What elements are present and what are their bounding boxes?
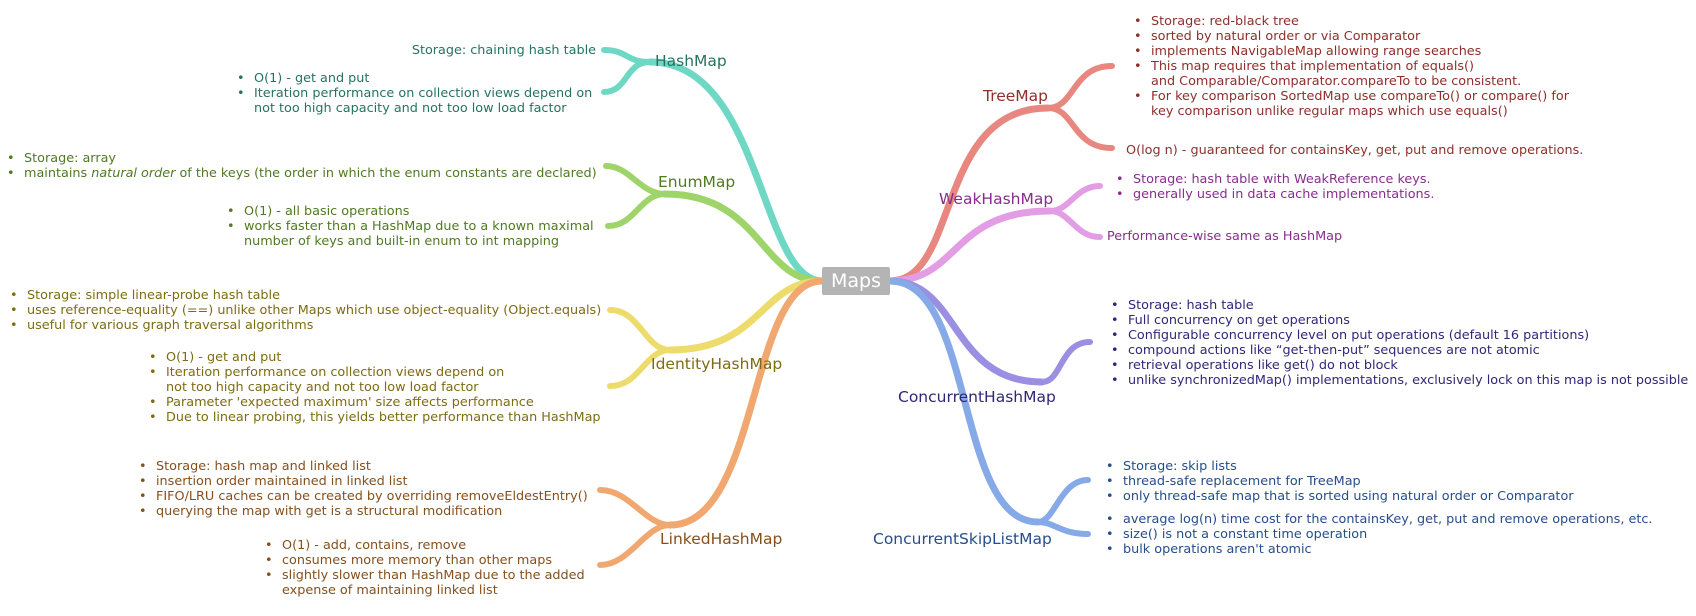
connector-weakhashmap-sub <box>1047 183 1103 214</box>
connector-treemap-sub <box>1045 63 1115 111</box>
weak-features-list: Storage: hash table with WeakReference k… <box>1116 172 1434 202</box>
list-item: thread-safe replacement for TreeMap <box>1106 474 1574 489</box>
node-linkedhashmap[interactable]: LinkedHashMap <box>660 530 783 548</box>
connector-weakhashmap <box>886 207 1054 285</box>
connector-enummap-sub <box>603 163 668 197</box>
connector-linkedhashmap <box>666 277 826 529</box>
list-item: works faster than a HashMap due to a kno… <box>227 219 594 249</box>
list-item: generally used in data cache implementat… <box>1116 187 1434 202</box>
list-item: unlike synchronizedMap() implementations… <box>1111 373 1688 388</box>
connector-enummap-sub <box>605 191 668 229</box>
treemap-features-list: Storage: red-black tree sorted by natura… <box>1134 14 1569 119</box>
list-item: O(1) - get and put <box>237 71 592 86</box>
skiplist-performance-list: average log(n) time cost for the contain… <box>1106 512 1652 557</box>
list-item: Parameter 'expected maximum' size affect… <box>149 395 601 410</box>
connector-linkedhashmap-sub <box>597 487 673 528</box>
enummap-storage-list: Storage: array maintains natural order o… <box>7 151 597 181</box>
linked-storage-list: Storage: hash map and linked list insert… <box>139 459 588 519</box>
list-item: size() is not a constant time operation <box>1106 527 1652 542</box>
node-enummap[interactable]: EnumMap <box>658 173 736 191</box>
list-item: compound actions like “get-then-put” seq… <box>1111 343 1688 358</box>
node-treemap[interactable]: TreeMap <box>983 87 1049 105</box>
connector-enummap <box>661 190 826 285</box>
connector-hashmap <box>646 58 826 285</box>
list-item: implements NavigableMap allowing range s… <box>1134 44 1569 59</box>
list-item: Storage: red-black tree <box>1134 14 1569 29</box>
list-item: For key comparison SortedMap use compare… <box>1134 89 1569 119</box>
list-item: only thread-safe map that is sorted usin… <box>1106 489 1574 504</box>
linked-performance-list: O(1) - add, contains, remove consumes mo… <box>265 538 585 598</box>
list-item: O(1) - all basic operations <box>227 204 594 219</box>
list-item: This map requires that implementation of… <box>1134 59 1569 89</box>
treemap-performance-text: O(log n) - guaranteed for containsKey, g… <box>1126 143 1584 158</box>
connector-concurrentskiplistmap-sub <box>1035 519 1091 537</box>
list-item: O(1) - add, contains, remove <box>265 538 585 553</box>
list-item: querying the map with get is a structura… <box>139 504 588 519</box>
connector-concurrenthashmap <box>886 277 1046 386</box>
connector-identityhashmap-sub <box>607 347 673 389</box>
hashmap-performance-list: O(1) - get and put Iteration performance… <box>237 71 592 116</box>
list-item: Storage: array <box>7 151 597 166</box>
connector-weakhashmap-sub <box>1047 208 1103 240</box>
connector-concurrentskiplistmap <box>886 277 1042 526</box>
list-item: Storage: hash table <box>1111 298 1688 313</box>
list-item: Storage: skip lists <box>1106 459 1574 474</box>
list-item: average log(n) time cost for the contain… <box>1106 512 1652 527</box>
connector-linkedhashmap-sub <box>597 522 673 568</box>
concurrent-features-list: Storage: hash table Full concurrency on … <box>1111 298 1688 388</box>
enummap-performance-list: O(1) - all basic operations works faster… <box>227 204 594 249</box>
connector-treemap-sub <box>1045 105 1115 151</box>
list-item: Iteration performance on collection view… <box>237 86 592 116</box>
list-item: consumes more memory than other maps <box>265 553 585 568</box>
list-item: uses reference-equality (==) unlike othe… <box>10 303 601 318</box>
list-item: Storage: hash table with WeakReference k… <box>1116 172 1434 187</box>
list-item: FIFO/LRU caches can be created by overri… <box>139 489 588 504</box>
list-item: O(1) - get and put <box>149 350 601 365</box>
identity-performance-list: O(1) - get and put Iteration performance… <box>149 350 601 425</box>
list-item: Storage: hash map and linked list <box>139 459 588 474</box>
weak-performance-text: Performance-wise same as HashMap <box>1107 229 1343 244</box>
hashmap-storage-text: Storage: chaining hash table <box>411 43 596 58</box>
connector-concurrentskiplistmap-sub <box>1035 477 1091 525</box>
list-item: retrieval operations like get() do not b… <box>1111 358 1688 373</box>
list-item: slightly slower than HashMap due to the … <box>265 568 585 598</box>
root-node-maps[interactable]: Maps <box>822 267 890 295</box>
node-weakhashmap[interactable]: WeakHashMap <box>939 190 1054 208</box>
list-item: maintains natural order of the keys (the… <box>7 166 597 181</box>
list-item: insertion order maintained in linked lis… <box>139 474 588 489</box>
connector-concurrenthashmap-sub <box>1039 339 1093 385</box>
identity-storage-list: Storage: simple linear-probe hash table … <box>10 288 601 333</box>
list-item: Iteration performance on collection view… <box>149 365 601 395</box>
list-item: bulk operations aren't atomic <box>1106 542 1652 557</box>
list-item: useful for various graph traversal algor… <box>10 318 601 333</box>
connector-treemap <box>886 104 1052 285</box>
connector-hashmap-sub <box>601 59 653 95</box>
list-item: Full concurrency on get operations <box>1111 313 1688 328</box>
list-item: Configurable concurrency level on put op… <box>1111 328 1688 343</box>
node-identityhashmap[interactable]: IdentityHashMap <box>651 355 783 373</box>
node-concurrenthashmap[interactable]: ConcurrentHashMap <box>898 388 1056 406</box>
node-hashmap[interactable]: HashMap <box>655 52 727 70</box>
list-item: Due to linear probing, this yields bette… <box>149 410 601 425</box>
list-item: Storage: simple linear-probe hash table <box>10 288 601 303</box>
skiplist-features-list: Storage: skip lists thread-safe replacem… <box>1106 459 1574 504</box>
connector-identityhashmap-sub <box>607 307 673 353</box>
list-item: sorted by natural order or via Comparato… <box>1134 29 1569 44</box>
node-concurrentskiplistmap[interactable]: ConcurrentSkipListMap <box>873 530 1052 548</box>
